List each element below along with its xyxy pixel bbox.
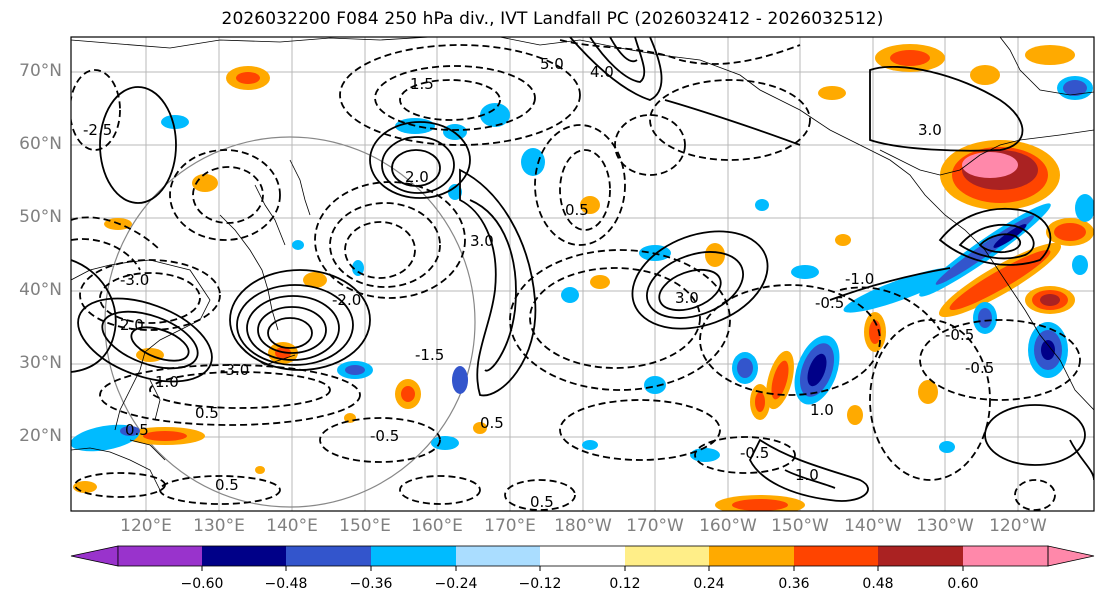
- lon-label: 150°W: [771, 516, 829, 536]
- lon-label: 140°W: [844, 516, 902, 536]
- contour-label-group: 5.0 4.0 3.0 2.0 1.5 1.0 0.5 -0.5 -1.0 -1…: [83, 55, 994, 511]
- colorbar-tick-label: 0.24: [693, 576, 725, 592]
- contour-label: 1.0: [155, 373, 179, 391]
- colorbar-tick-label: 0.36: [778, 576, 810, 592]
- contour-label: -3.0: [120, 271, 149, 289]
- lon-label: 170°E: [484, 516, 536, 536]
- contour-label: 2.0: [120, 316, 144, 334]
- radius-circle: [104, 136, 476, 508]
- contour-label: 0.5: [565, 201, 589, 219]
- contour-label: -3.0: [220, 361, 249, 379]
- lat-label-60n: 60°N: [19, 134, 62, 154]
- contours-negative: [71, 39, 1081, 511]
- contour-label: 4.0: [590, 63, 614, 81]
- lon-label: 120°W: [989, 516, 1047, 536]
- lon-label: 160°E: [411, 516, 463, 536]
- contour-label: 2.0: [405, 168, 429, 186]
- lat-label-50n: 50°N: [19, 207, 62, 227]
- lat-label-70n: 70°N: [19, 61, 62, 81]
- lon-label: 160°W: [699, 516, 757, 536]
- contour-label: -0.5: [740, 444, 769, 462]
- lon-label: 140°E: [266, 516, 318, 536]
- contour-label: 0.5: [125, 421, 149, 439]
- contour-label: -2.5: [83, 121, 112, 139]
- contour-label: -1.5: [415, 346, 444, 364]
- contour-label: 0.5: [195, 404, 219, 422]
- colorbar-tick-label: 0.48: [862, 576, 894, 592]
- lat-label-30n: 30°N: [19, 353, 62, 373]
- lon-label: 180°W: [554, 516, 612, 536]
- colorbar-tick-label: −0.48: [264, 576, 308, 592]
- lon-label: 130°E: [193, 516, 245, 536]
- contour-label: 1.0: [810, 401, 834, 419]
- contour-label: 0.5: [530, 493, 554, 511]
- shading-positive: [73, 44, 1094, 511]
- colorbar-tick-label: −0.24: [434, 576, 478, 592]
- lon-label: 120°E: [120, 516, 172, 536]
- coastlines: [71, 37, 1094, 491]
- contour-label: 3.0: [675, 289, 699, 307]
- colorbar-tick-label: −0.12: [518, 576, 562, 592]
- colorbar-tick-label: 0.12: [609, 576, 641, 592]
- colorbar-tick-label: −0.36: [349, 576, 393, 592]
- lat-label-40n: 40°N: [19, 280, 62, 300]
- contour-label: 1.5: [410, 75, 434, 93]
- contour-label: 3.0: [918, 121, 942, 139]
- figure-title: 2026032200 F084 250 hPa div., IVT Landfa…: [221, 9, 884, 29]
- lon-label: 150°E: [339, 516, 391, 536]
- contour-label: -1.0: [845, 270, 874, 288]
- lat-label-20n: 20°N: [19, 426, 62, 446]
- colorbar-tick-label: 0.60: [947, 576, 979, 592]
- contour-label: -0.5: [945, 326, 974, 344]
- contour-label: 0.5: [480, 414, 504, 432]
- contour-label: 1.0: [795, 466, 819, 484]
- contour-label: 5.0: [540, 55, 564, 73]
- lon-label: 130°W: [916, 516, 974, 536]
- contour-label: -0.5: [965, 359, 994, 377]
- lon-label: 170°W: [626, 516, 684, 536]
- colorbar-tick-label: −0.60: [180, 576, 224, 592]
- contour-label: 0.5: [215, 476, 239, 494]
- map-border: [70, 36, 1095, 512]
- contour-label: -0.5: [370, 427, 399, 445]
- contour-label: 3.0: [470, 232, 494, 250]
- contour-label: -2.0: [332, 291, 361, 309]
- contours-positive: [71, 37, 1094, 502]
- contour-label: -0.5: [815, 294, 844, 312]
